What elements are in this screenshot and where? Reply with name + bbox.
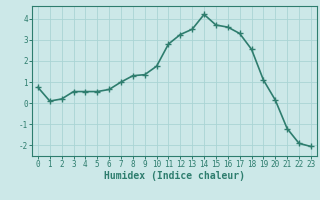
X-axis label: Humidex (Indice chaleur): Humidex (Indice chaleur) bbox=[104, 171, 245, 181]
